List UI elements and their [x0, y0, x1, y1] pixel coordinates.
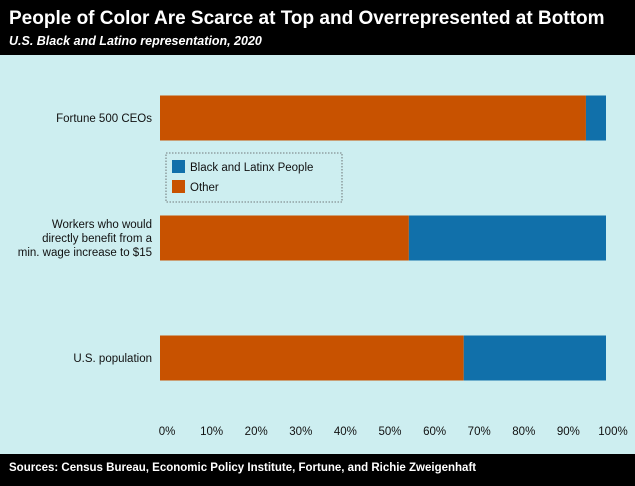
- chart-title: People of Color Are Scarce at Top and Ov…: [9, 8, 605, 29]
- bar-segment-other-0: [160, 95, 586, 141]
- chart-footer: Sources: Census Bureau, Economic Policy …: [0, 454, 635, 486]
- x-tick-label: 40%: [334, 426, 357, 438]
- x-tick-label: 20%: [245, 426, 268, 438]
- legend-swatch-black-latinx: [172, 160, 185, 173]
- legend-frame: [165, 152, 343, 203]
- bar-segment-black-latinx-1: [408, 215, 606, 261]
- x-tick-label: 100%: [598, 426, 627, 438]
- bar-segment-other-1: [160, 215, 409, 261]
- x-tick-label: 90%: [557, 426, 580, 438]
- bar-segment-other-2: [160, 335, 464, 381]
- legend-label: Other: [190, 182, 219, 194]
- legend-label: Black and Latinx People: [190, 162, 313, 174]
- bar-segment-black-latinx-0: [585, 95, 606, 141]
- category-label: Fortune 500 CEOs: [56, 113, 152, 125]
- x-tick-label: 60%: [423, 426, 446, 438]
- x-tick-label: 70%: [468, 426, 491, 438]
- legend-swatch-other: [172, 180, 185, 193]
- category-label: Workers who would directly benefit from a…: [18, 219, 153, 259]
- source-note: Sources: Census Bureau, Economic Policy …: [9, 462, 477, 474]
- category-label: U.S. population: [73, 353, 152, 365]
- bar-segment-black-latinx-2: [463, 335, 606, 381]
- x-tick-label: 0%: [159, 426, 176, 438]
- x-tick-label: 50%: [378, 426, 401, 438]
- legend: Black and Latinx People Other: [165, 152, 343, 203]
- x-tick-label: 80%: [512, 426, 535, 438]
- chart-subtitle: U.S. Black and Latino representation, 20…: [9, 34, 262, 48]
- chart-header: People of Color Are Scarce at Top and Ov…: [0, 0, 635, 55]
- x-tick-label: 10%: [200, 426, 223, 438]
- x-tick-label: 30%: [289, 426, 312, 438]
